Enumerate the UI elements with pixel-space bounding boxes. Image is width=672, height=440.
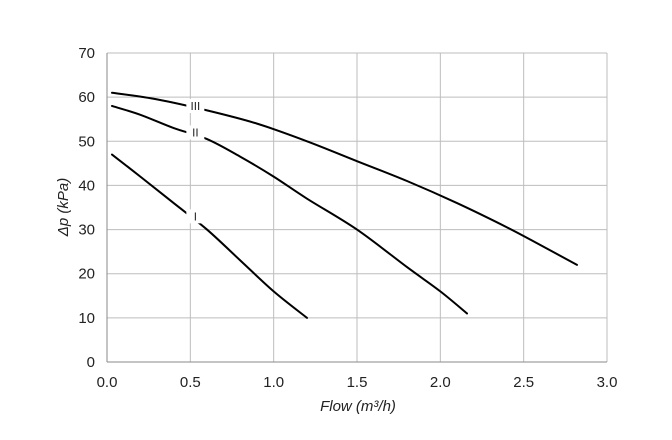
x-tick-label: 0.0 xyxy=(97,374,118,391)
x-axis-title: Flow (m³/h) xyxy=(320,398,396,415)
grid xyxy=(107,52,608,362)
y-tick-label: 20 xyxy=(78,266,95,283)
x-tick-label: 2.5 xyxy=(513,374,534,391)
series-line-ii xyxy=(111,104,468,315)
y-tick-label: 40 xyxy=(78,177,95,194)
series-label-i: I xyxy=(194,210,197,223)
series-label-gap xyxy=(186,209,205,224)
series-label-gap xyxy=(186,98,205,113)
series-lines xyxy=(111,91,578,319)
series-label-iii: III xyxy=(190,100,200,113)
y-tick-label: 70 xyxy=(78,45,95,62)
x-tick-label: 1.0 xyxy=(263,374,284,391)
y-tick-label: 50 xyxy=(78,133,95,150)
axes: 0 10 20 30 40 50 60 70 0.0 0.5 1.0 1.5 2.0 2.5 3.0 xyxy=(78,45,617,391)
y-tick-label: 0 xyxy=(87,354,95,371)
x-tick-label: 3.0 xyxy=(597,374,618,391)
x-tick-label: 0.5 xyxy=(180,374,201,391)
series-line-iii xyxy=(111,91,578,266)
series-line-i xyxy=(111,153,308,319)
y-axis-title: Δp (kPa) xyxy=(55,178,72,237)
y-tick-label: 60 xyxy=(78,89,95,106)
y-tick-label: 30 xyxy=(78,222,95,239)
x-tick-label: 1.5 xyxy=(347,374,368,391)
series-label-gap xyxy=(186,125,205,140)
y-tick-label: 10 xyxy=(78,310,95,327)
series-label-ii: II xyxy=(192,126,199,139)
x-tick-label: 2.0 xyxy=(430,374,451,391)
